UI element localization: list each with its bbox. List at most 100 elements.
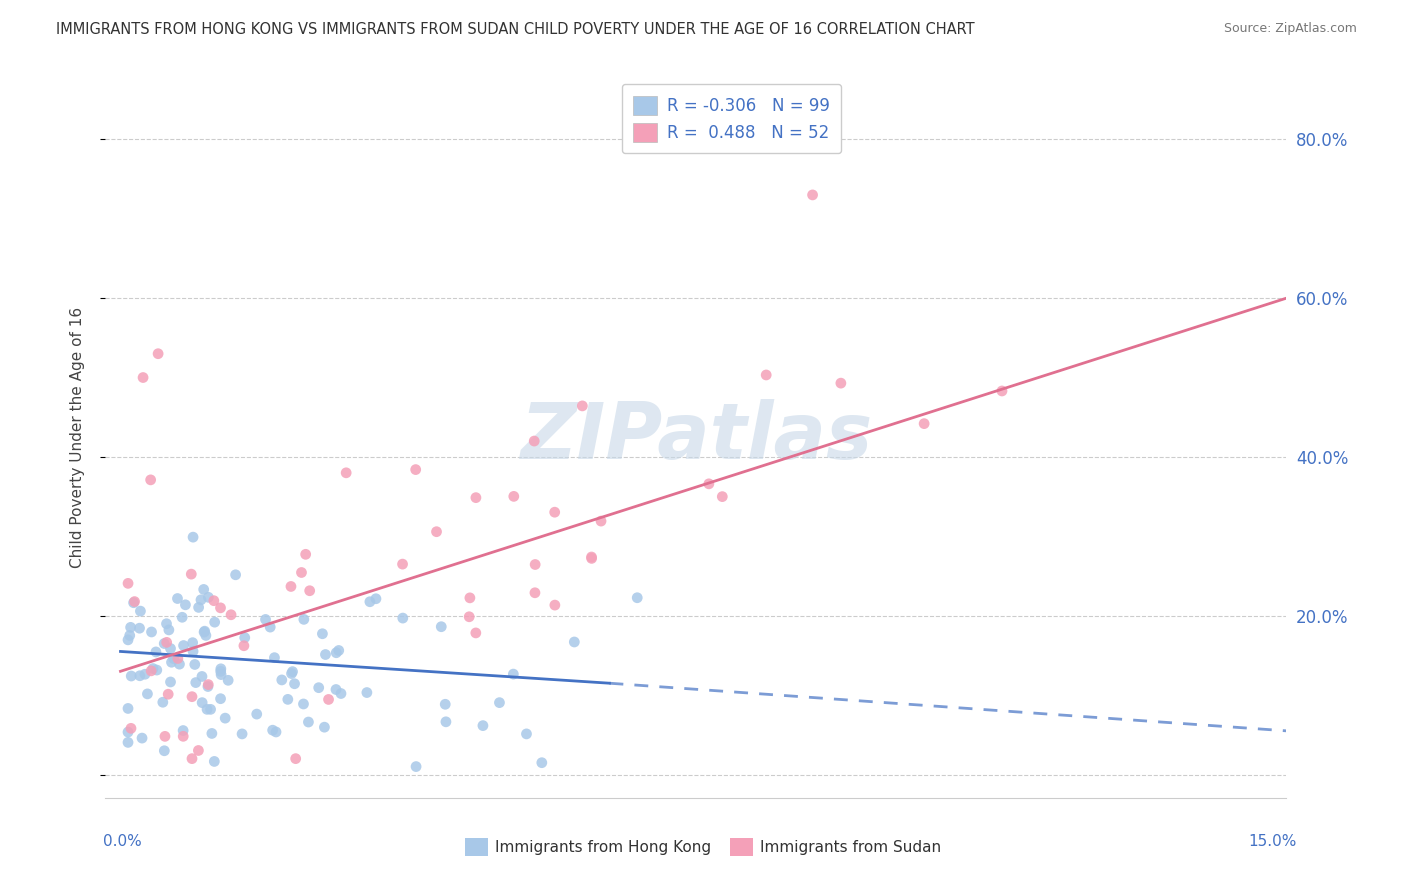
Text: 0.0%: 0.0% — [103, 834, 142, 848]
Point — [502, 489, 524, 503]
Point — [294, 547, 316, 561]
Point — [159, 641, 181, 656]
Point — [217, 673, 239, 688]
Point — [571, 399, 593, 413]
Point — [120, 669, 142, 683]
Point — [830, 376, 852, 391]
Point — [117, 701, 139, 715]
Point — [173, 639, 195, 653]
Point — [262, 723, 284, 738]
Point — [129, 604, 152, 618]
Point — [562, 635, 585, 649]
Point — [231, 727, 253, 741]
Point — [146, 347, 169, 361]
Point — [202, 755, 225, 769]
Text: 15.0%: 15.0% — [1249, 834, 1296, 848]
Point — [181, 644, 204, 658]
Legend: Immigrants from Hong Kong, Immigrants from Sudan: Immigrants from Hong Kong, Immigrants fr… — [458, 832, 948, 862]
Point — [328, 643, 350, 657]
Point — [471, 718, 494, 732]
Point — [458, 609, 481, 624]
Point — [204, 615, 226, 629]
Y-axis label: Child Poverty Under the Age of 16: Child Poverty Under the Age of 16 — [70, 307, 84, 567]
Point — [434, 698, 457, 712]
Point — [166, 591, 188, 606]
Point — [356, 685, 378, 699]
Point — [209, 665, 232, 679]
Point — [283, 677, 305, 691]
Point — [174, 598, 197, 612]
Point — [181, 690, 204, 704]
Point — [120, 620, 142, 634]
Point — [128, 669, 150, 683]
Point — [134, 667, 156, 681]
Point — [523, 434, 546, 448]
Point — [912, 417, 935, 431]
Point — [458, 591, 481, 605]
Point — [292, 612, 315, 626]
Point — [325, 646, 347, 660]
Point — [191, 669, 214, 683]
Point — [233, 631, 256, 645]
Point — [139, 473, 162, 487]
Point — [359, 595, 381, 609]
Point — [524, 558, 547, 572]
Point — [120, 722, 142, 736]
Point — [530, 756, 553, 770]
Point — [145, 645, 167, 659]
Point — [430, 620, 453, 634]
Point — [991, 384, 1014, 398]
Point — [280, 579, 302, 593]
Point — [193, 625, 215, 640]
Point — [184, 675, 207, 690]
Point — [263, 650, 285, 665]
Point — [277, 692, 299, 706]
Point — [325, 682, 347, 697]
Point — [153, 744, 176, 758]
Point — [209, 667, 232, 681]
Point — [117, 735, 139, 749]
Point — [197, 677, 219, 691]
Point — [292, 697, 315, 711]
Text: ZIPatlas: ZIPatlas — [520, 399, 872, 475]
Point — [155, 616, 177, 631]
Point — [117, 576, 139, 591]
Point — [184, 657, 207, 672]
Point — [281, 665, 304, 679]
Point — [308, 681, 330, 695]
Point — [193, 582, 215, 597]
Legend: R = -0.306   N = 99, R =  0.488   N = 52: R = -0.306 N = 99, R = 0.488 N = 52 — [621, 84, 841, 153]
Point — [581, 551, 603, 566]
Point — [264, 725, 287, 739]
Point — [141, 624, 163, 639]
Point — [314, 648, 336, 662]
Point — [152, 695, 174, 709]
Point — [270, 673, 292, 687]
Point — [711, 490, 734, 504]
Point — [181, 635, 204, 649]
Point — [202, 593, 225, 607]
Point — [159, 675, 181, 690]
Point — [544, 505, 567, 519]
Point — [209, 662, 232, 676]
Point — [284, 751, 307, 765]
Point — [142, 662, 165, 676]
Point — [172, 610, 194, 624]
Point — [190, 592, 212, 607]
Point — [132, 370, 155, 384]
Point — [697, 476, 720, 491]
Point — [153, 730, 176, 744]
Point — [153, 636, 176, 650]
Point — [405, 462, 427, 476]
Point — [280, 666, 302, 681]
Point — [515, 727, 537, 741]
Point — [311, 626, 333, 640]
Point — [194, 624, 217, 639]
Point — [181, 751, 204, 765]
Point — [335, 466, 357, 480]
Point — [117, 632, 139, 647]
Point — [118, 628, 141, 642]
Point — [297, 714, 319, 729]
Point — [434, 714, 457, 729]
Point — [169, 657, 191, 672]
